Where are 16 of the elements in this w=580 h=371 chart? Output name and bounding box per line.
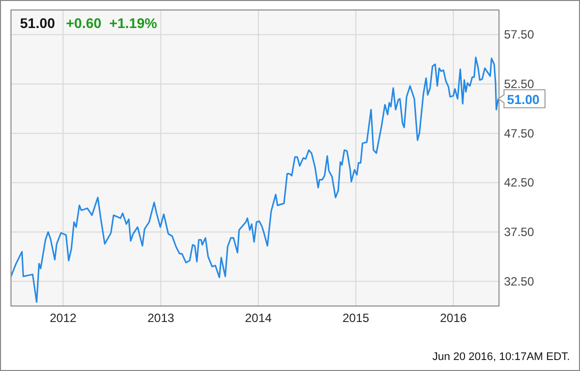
x-tick-label: 2016 [440,311,467,325]
x-tick-label: 2014 [244,311,272,325]
text: Jun 20 2016, 10:17AM EDT. [432,351,570,363]
chart-title: 51.00 [20,15,56,31]
chart-subtitle: +0.60 +1.19% [66,15,158,31]
y-tick-label: 52.50 [504,77,534,91]
annotation: 51.00 [507,92,540,107]
y-tick-label: 47.50 [504,126,534,140]
y-tick-label: 32.50 [504,274,534,288]
line-series [10,56,499,303]
x-tick-label: 2015 [342,311,370,325]
x-tick-label: 2013 [147,311,175,325]
y-tick-label: 37.50 [504,225,534,239]
y-tick-label: 42.50 [504,176,534,190]
x-tick-label: 2012 [50,311,77,325]
y-tick-label: 57.50 [504,28,534,42]
